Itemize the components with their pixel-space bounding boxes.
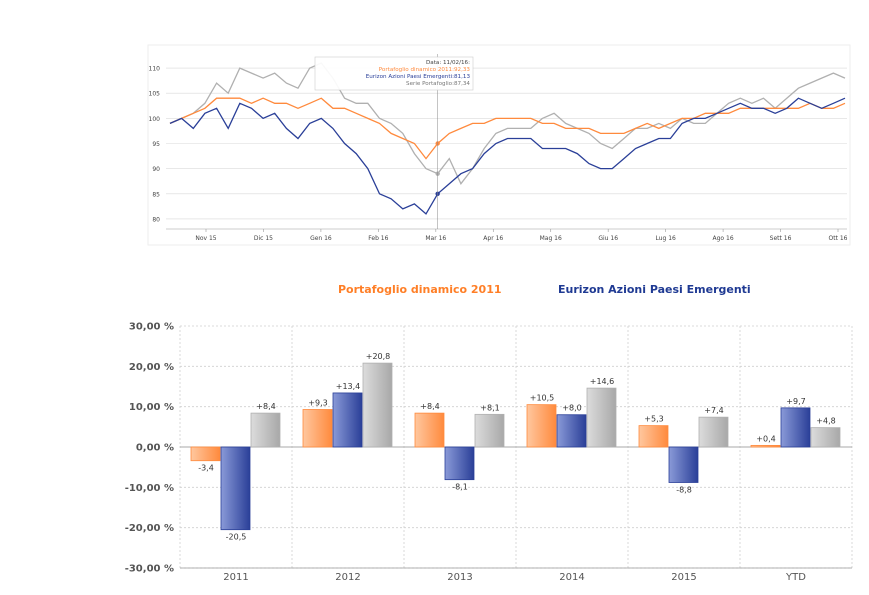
bar-blue [332, 392, 363, 448]
bar-gray [586, 387, 617, 448]
bar-label: +5,3 [644, 415, 663, 424]
y-tick-label: 30,00 % [129, 322, 174, 333]
bar-label: -20,5 [226, 533, 247, 542]
y-tick-label: -10,00 % [125, 483, 174, 494]
bar-orange [190, 446, 221, 462]
x-category-label: 2015 [671, 572, 696, 583]
bar-label: +9,7 [786, 397, 805, 406]
series-line-blue [169, 97, 846, 215]
bar-blue [780, 407, 811, 448]
x-tick-label: Ott 16 [829, 235, 848, 242]
x-tick-label: Nov 15 [195, 235, 216, 242]
bar-label: +8,4 [420, 402, 439, 411]
x-tick-label: Giu 16 [598, 235, 618, 242]
tooltip-gray: Serie Portafoglio:87,34 [406, 81, 470, 87]
x-tick-label: Dic 15 [254, 235, 273, 242]
bar-label: +7,4 [704, 406, 723, 415]
y-tick-label: 110 [149, 66, 161, 73]
line-chart: 80 85 90 95 100 105 110 Nov 15 Dic 15 Gen 16 Feb 1… [147, 44, 851, 246]
bar-orange [414, 412, 445, 448]
x-tick-label: Feb 16 [368, 235, 388, 242]
bar-gray [474, 413, 505, 448]
bar-blue [444, 446, 475, 481]
bar-label: +8,0 [562, 404, 581, 413]
x-tick-label: Ago 16 [713, 235, 734, 242]
y-tick-label: 100 [149, 116, 161, 123]
series-line-orange [169, 97, 846, 160]
x-tick-label: Apr 16 [483, 235, 503, 242]
y-tick-label: 105 [149, 91, 161, 98]
x-tick-label: Gen 16 [310, 235, 332, 242]
bar-label: +0,4 [756, 434, 775, 443]
bar-gray [250, 412, 281, 448]
bar-blue [668, 446, 699, 483]
y-tick-label: 10,00 % [129, 402, 174, 413]
bar-gray [362, 362, 393, 448]
y-tick-label: 20,00 % [129, 362, 174, 373]
bar-orange [302, 409, 333, 448]
x-tick-label: Sett 16 [770, 235, 792, 242]
tooltip-orange: Portafoglio dinamico 2011:92,33 [379, 67, 471, 73]
bar-gray [810, 427, 841, 448]
bar-label: +20,8 [366, 352, 391, 361]
x-tick-label: Mag 16 [540, 235, 562, 242]
tooltip: Data: 11/02/16:Portafoglio dinamico 2011… [314, 56, 474, 91]
bar-orange [750, 444, 781, 448]
bar-label: -8,1 [452, 483, 468, 492]
x-category-label: 2012 [335, 572, 360, 583]
x-tick-label: Mar 16 [425, 235, 446, 242]
bar-label: -8,8 [676, 485, 692, 494]
y-tick-label: -30,00 % [125, 564, 174, 575]
legend-blue: Eurizon Azioni Paesi Emergenti [558, 283, 751, 296]
y-tick-label: -20,00 % [125, 523, 174, 534]
bar-label: +13,4 [336, 382, 361, 391]
x-tick-label: Lug 16 [655, 235, 676, 242]
plot-frame [147, 44, 851, 246]
bar-label: +9,3 [308, 398, 327, 407]
bar-label: +14,6 [590, 377, 615, 386]
bar-blue [556, 414, 587, 448]
tooltip-blue: Eurizon Azioni Paesi Emergenti:81,13 [366, 74, 471, 80]
tooltip-date: Data: 11/02/16: [426, 60, 470, 66]
y-tick-label: 85 [152, 191, 160, 198]
tooltip-box [314, 56, 474, 91]
legend-orange: Portafoglio dinamico 2011 [338, 283, 502, 296]
y-tick-label: 90 [152, 166, 160, 173]
x-category-label: 2011 [223, 572, 248, 583]
x-category-label: 2014 [559, 572, 584, 583]
x-category-label: 2013 [447, 572, 472, 583]
bar-label: +10,5 [530, 394, 555, 403]
bar-gray [698, 416, 729, 448]
x-category-label: YTD [785, 572, 806, 583]
y-tick-label: 95 [152, 141, 160, 148]
bar-label: +4,8 [816, 417, 835, 426]
bar-orange [526, 404, 557, 448]
y-tick-label: 80 [152, 216, 160, 223]
bar-label: +8,4 [256, 402, 275, 411]
bar-blue [220, 446, 251, 531]
bar-label: -3,4 [198, 464, 214, 473]
bar-orange [638, 425, 669, 448]
y-tick-label: 0,00 % [136, 443, 174, 454]
series-line-gray [169, 62, 846, 185]
bar-label: +8,1 [480, 403, 499, 412]
